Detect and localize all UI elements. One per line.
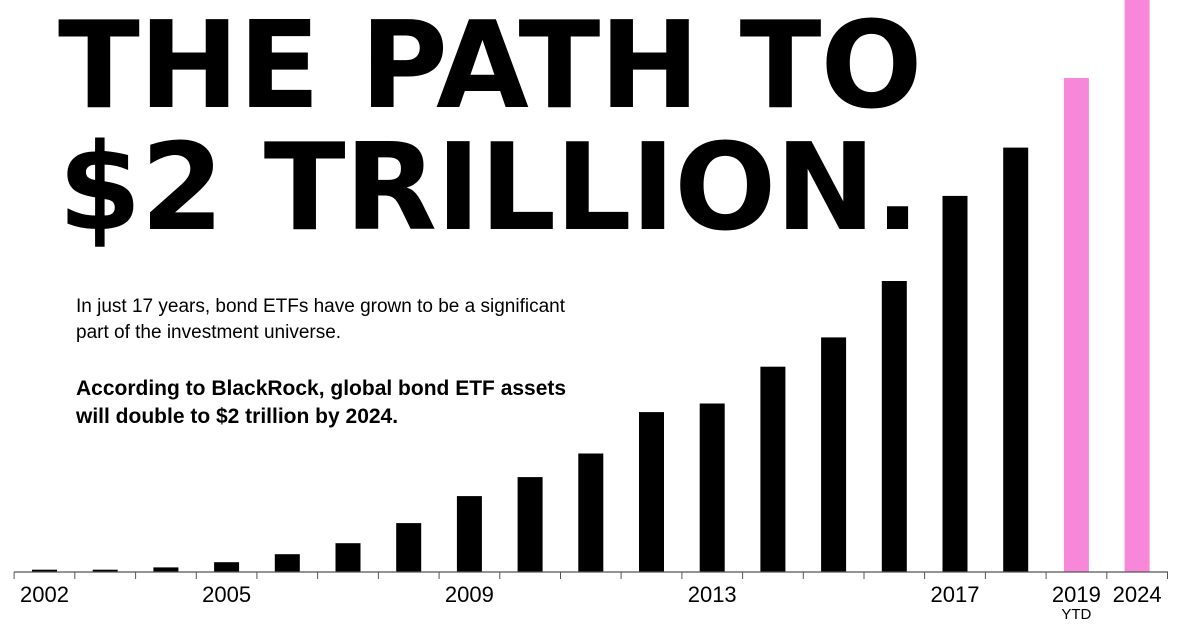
bar-2024 — [1124, 0, 1150, 572]
bar-2011 — [578, 453, 604, 572]
bar-2008 — [396, 523, 422, 572]
bar-2010 — [517, 477, 543, 572]
bar-2002 — [32, 569, 57, 572]
x-tick-label-2019: 2019 — [1052, 582, 1101, 607]
bar-2015 — [821, 337, 847, 572]
bar-2006 — [274, 554, 300, 572]
bar-2007 — [335, 543, 361, 572]
bars-group — [32, 0, 1150, 572]
x-tick-label-2002: 2002 — [20, 582, 69, 607]
x-tick-label-2017: 2017 — [931, 582, 980, 607]
bar-2012 — [639, 412, 664, 572]
headline: THE PATH TO $2 TRILLION. — [58, 0, 922, 258]
x-tick-label-2005: 2005 — [202, 582, 251, 607]
x-tick-label-2009: 2009 — [445, 582, 494, 607]
headline-line-2: $2 TRILLION. — [58, 119, 920, 258]
x-axis: 2002 2005 2009 2013 2017 2019 2024 YTD — [13, 571, 1168, 623]
bar-2016 — [881, 281, 907, 572]
bar-2019 — [1063, 78, 1089, 572]
bar-2004 — [153, 567, 179, 572]
intro-text: In just 17 years, bond ETFs have grown t… — [76, 296, 565, 343]
x-tick-label-2013: 2013 — [688, 582, 737, 607]
headline-line-1: THE PATH TO — [58, 0, 922, 136]
emphasis-text: According to BlackRock, global bond ETF … — [76, 377, 567, 428]
bar-2003 — [92, 569, 118, 572]
bar-2013 — [699, 403, 725, 572]
x-tick-sublabel: YTD — [1061, 606, 1091, 623]
bar-2005 — [214, 562, 240, 572]
bar-2009 — [456, 496, 482, 572]
bar-2014 — [760, 366, 786, 572]
bar-2017 — [942, 195, 968, 572]
x-tick-label-2024: 2024 — [1113, 582, 1162, 607]
bar-2018 — [1003, 147, 1029, 572]
